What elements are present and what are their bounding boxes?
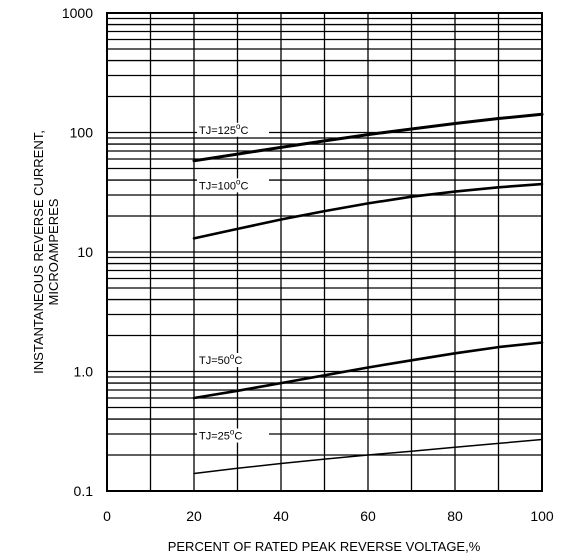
x-tick-label: 60	[360, 508, 376, 524]
y-tick-label: 1.0	[74, 364, 94, 380]
x-tick-label: 100	[530, 508, 554, 524]
plot-frame	[106, 12, 543, 492]
y-tick-label: 10	[77, 244, 93, 260]
x-tick-label: 40	[273, 508, 289, 524]
series-curves	[192, 112, 544, 475]
x-tick-label: 20	[186, 508, 202, 524]
x-tick-label: 0	[103, 508, 111, 524]
y-axis-title-line-2: MICROAMPERES	[46, 198, 61, 305]
y-tick-label: 0.1	[74, 483, 94, 499]
series-line	[193, 438, 543, 475]
grid	[107, 13, 542, 491]
series-label-bg	[197, 428, 269, 443]
series-labels: TJ=125oC TJ=100oC TJ=50oC TJ=25oC	[197, 122, 269, 443]
y-tick-label: 1000	[62, 5, 93, 21]
series-label: TJ=125oC	[199, 122, 248, 137]
y-axis-title-line-1: INSTANTANEOUS REVERSE CURRENT,	[31, 130, 46, 374]
series-label: TJ=25oC	[199, 428, 242, 443]
y-tick-label: 100	[70, 125, 94, 141]
series-label-bg	[197, 178, 269, 193]
x-tick-label: 80	[447, 508, 463, 524]
tick-labels: 0 20 40 60 80 100 0.1 1.0 10 100 1000	[62, 5, 554, 524]
series-label: TJ=50oC	[199, 352, 242, 367]
series-line	[192, 341, 544, 400]
series-line	[192, 112, 544, 163]
y-axis-title: INSTANTANEOUS REVERSE CURRENT, MICROAMPE…	[31, 130, 61, 374]
series-label-bg	[197, 353, 269, 368]
series-label: TJ=100oC	[199, 177, 248, 192]
x-axis-title: PERCENT OF RATED PEAK REVERSE VOLTAGE,%	[168, 539, 481, 554]
series-label-bg	[197, 122, 269, 137]
series-line	[192, 182, 544, 240]
